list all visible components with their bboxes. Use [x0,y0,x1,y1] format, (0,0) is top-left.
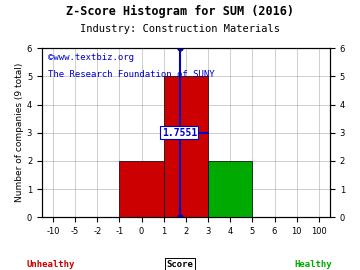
Text: Unhealthy: Unhealthy [26,260,75,269]
Bar [120,161,164,217]
Y-axis label: Number of companies (9 total): Number of companies (9 total) [15,63,24,202]
Bar [164,76,208,217]
Text: Industry: Construction Materials: Industry: Construction Materials [80,24,280,34]
Text: 1.7551: 1.7551 [162,128,197,138]
Text: Healthy: Healthy [294,260,332,269]
Text: Z-Score Histogram for SUM (2016): Z-Score Histogram for SUM (2016) [66,5,294,18]
Text: The Research Foundation of SUNY: The Research Foundation of SUNY [48,70,214,79]
Text: ©www.textbiz.org: ©www.textbiz.org [48,53,134,62]
Text: Score: Score [167,260,193,269]
Bar [208,161,252,217]
